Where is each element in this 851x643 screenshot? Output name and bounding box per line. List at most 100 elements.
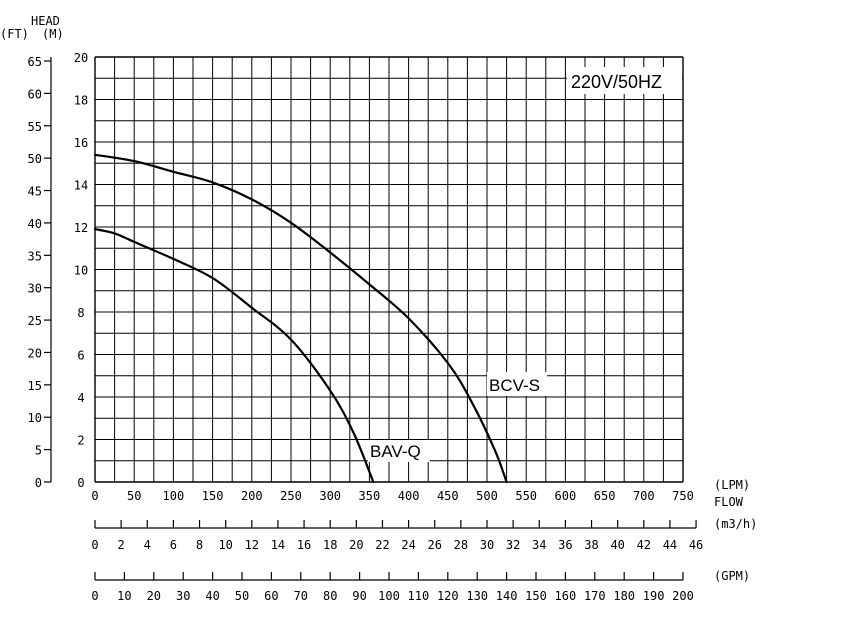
y-tick-label-m: 18 [74, 94, 88, 108]
series-line-bav-q [93, 228, 375, 484]
series-line-bcv-s [93, 153, 508, 484]
x-unit-lpm: (LPM) [714, 478, 750, 492]
y-tick-label-m: 4 [77, 391, 84, 405]
x-tick-label-m3h: 24 [401, 538, 415, 552]
x-title: FLOW [714, 495, 744, 509]
x-tick-label-m3h: 22 [375, 538, 389, 552]
x-tick-label-gpm: 30 [176, 589, 190, 603]
x-tick-label-lpm: 500 [476, 489, 498, 503]
x-tick-label-lpm: 700 [633, 489, 655, 503]
x-tick-label-gpm: 200 [672, 589, 694, 603]
series-label-bg [487, 372, 547, 396]
x-tick-label-lpm: 100 [163, 489, 185, 503]
x-tick-label-gpm: 90 [352, 589, 366, 603]
y-tick-label-ft: 40 [28, 217, 42, 231]
x-tick-label-lpm: 400 [398, 489, 420, 503]
x-tick-label-gpm: 180 [613, 589, 635, 603]
y-tick-label-ft: 20 [28, 346, 42, 360]
x-tick-label-m3h: 18 [323, 538, 337, 552]
x-tick-label-m3h: 36 [558, 538, 572, 552]
x-tick-label-gpm: 60 [264, 589, 278, 603]
plot-area: BCV-S BAV-Q [93, 56, 684, 484]
x-tick-label-m3h: 28 [454, 538, 468, 552]
series-label: BAV-Q [370, 442, 421, 461]
x-tick-label-lpm: 50 [127, 489, 141, 503]
x-tick-label-gpm: 110 [408, 589, 430, 603]
x-tick-label-gpm: 40 [205, 589, 219, 603]
x-tick-label-m3h: 16 [297, 538, 311, 552]
x-tick-label-m3h: 8 [196, 538, 203, 552]
series-label-bg [368, 440, 430, 462]
x-tick-label-m3h: 30 [480, 538, 494, 552]
x-tick-label-lpm: 150 [202, 489, 224, 503]
x-tick-label-gpm: 170 [584, 589, 606, 603]
x-tick-label-m3h: 40 [610, 538, 624, 552]
y-tick-label-ft: 35 [28, 249, 42, 263]
x-tick-label-m3h: 6 [170, 538, 177, 552]
x-tick-label-gpm: 160 [555, 589, 577, 603]
y-tick-label-m: 6 [77, 349, 84, 363]
x-tick-label-m3h: 0 [91, 538, 98, 552]
y-tick-label-m: 16 [74, 136, 88, 150]
x-unit-gpm: (GPM) [714, 569, 750, 583]
x-tick-label-lpm: 300 [319, 489, 341, 503]
y-tick-label-ft: 65 [28, 55, 42, 69]
x-tick-label-m3h: 46 [689, 538, 703, 552]
y-tick-label-ft: 0 [35, 476, 42, 490]
y-tick-label-ft: 10 [28, 411, 42, 425]
x-tick-label-m3h: 12 [245, 538, 259, 552]
y-tick-label-m: 0 [77, 476, 84, 490]
x-tick-label-gpm: 190 [643, 589, 665, 603]
y-header: HEAD [31, 14, 60, 28]
x-tick-label-m3h: 42 [637, 538, 651, 552]
x-tick-label-gpm: 50 [235, 589, 249, 603]
y-unit-left: (FT) [0, 27, 29, 41]
y-tick-label-ft: 45 [28, 185, 42, 199]
x-tick-label-m3h: 14 [271, 538, 285, 552]
y-tick-label-m: 14 [74, 179, 88, 193]
x-tick-label-gpm: 0 [91, 589, 98, 603]
x-tick-label-gpm: 150 [525, 589, 547, 603]
x-tick-label-gpm: 140 [496, 589, 518, 603]
y-tick-label-ft: 5 [35, 444, 42, 458]
y-tick-label-ft: 50 [28, 152, 42, 166]
x-tick-label-m3h: 26 [428, 538, 442, 552]
y-tick-label-m: 12 [74, 221, 88, 235]
x-tick-label-gpm: 20 [147, 589, 161, 603]
x-tick-label-lpm: 450 [437, 489, 459, 503]
y-unit-right: (M) [42, 27, 64, 41]
y-tick-label-ft: 15 [28, 379, 42, 393]
x-tick-label-gpm: 120 [437, 589, 459, 603]
y-tick-label-m: 2 [77, 434, 84, 448]
y-tick-label-m: 8 [77, 306, 84, 320]
x-tick-label-m3h: 32 [506, 538, 520, 552]
annotation-box [567, 67, 682, 94]
x-tick-label-gpm: 130 [466, 589, 488, 603]
x-tick-label-m3h: 20 [349, 538, 363, 552]
x-tick-label-gpm: 80 [323, 589, 337, 603]
x-tick-label-lpm: 250 [280, 489, 302, 503]
y-tick-label-m: 20 [74, 51, 88, 65]
x-tick-label-m3h: 4 [144, 538, 151, 552]
series-label: BCV-S [489, 376, 540, 395]
x-tick-label-m3h: 44 [663, 538, 677, 552]
x-tick-label-gpm: 100 [378, 589, 400, 603]
x-tick-label-lpm: 650 [594, 489, 616, 503]
x-tick-label-gpm: 70 [294, 589, 308, 603]
axes: 2018161412108642065605550454035302520151… [28, 51, 704, 603]
x-tick-label-m3h: 2 [118, 538, 125, 552]
x-tick-label-gpm: 10 [117, 589, 131, 603]
x-tick-label-lpm: 750 [672, 489, 694, 503]
y-tick-label-ft: 55 [28, 120, 42, 134]
x-tick-label-m3h: 38 [584, 538, 598, 552]
x-tick-label-lpm: 350 [359, 489, 381, 503]
y-tick-label-m: 10 [74, 264, 88, 278]
y-tick-label-ft: 25 [28, 314, 42, 328]
x-tick-label-lpm: 550 [515, 489, 537, 503]
y-tick-label-ft: 60 [28, 87, 42, 101]
x-tick-label-m3h: 34 [532, 538, 546, 552]
x-unit-m3h: (m3/h) [714, 517, 757, 531]
x-tick-label-lpm: 200 [241, 489, 263, 503]
x-tick-label-m3h: 10 [218, 538, 232, 552]
